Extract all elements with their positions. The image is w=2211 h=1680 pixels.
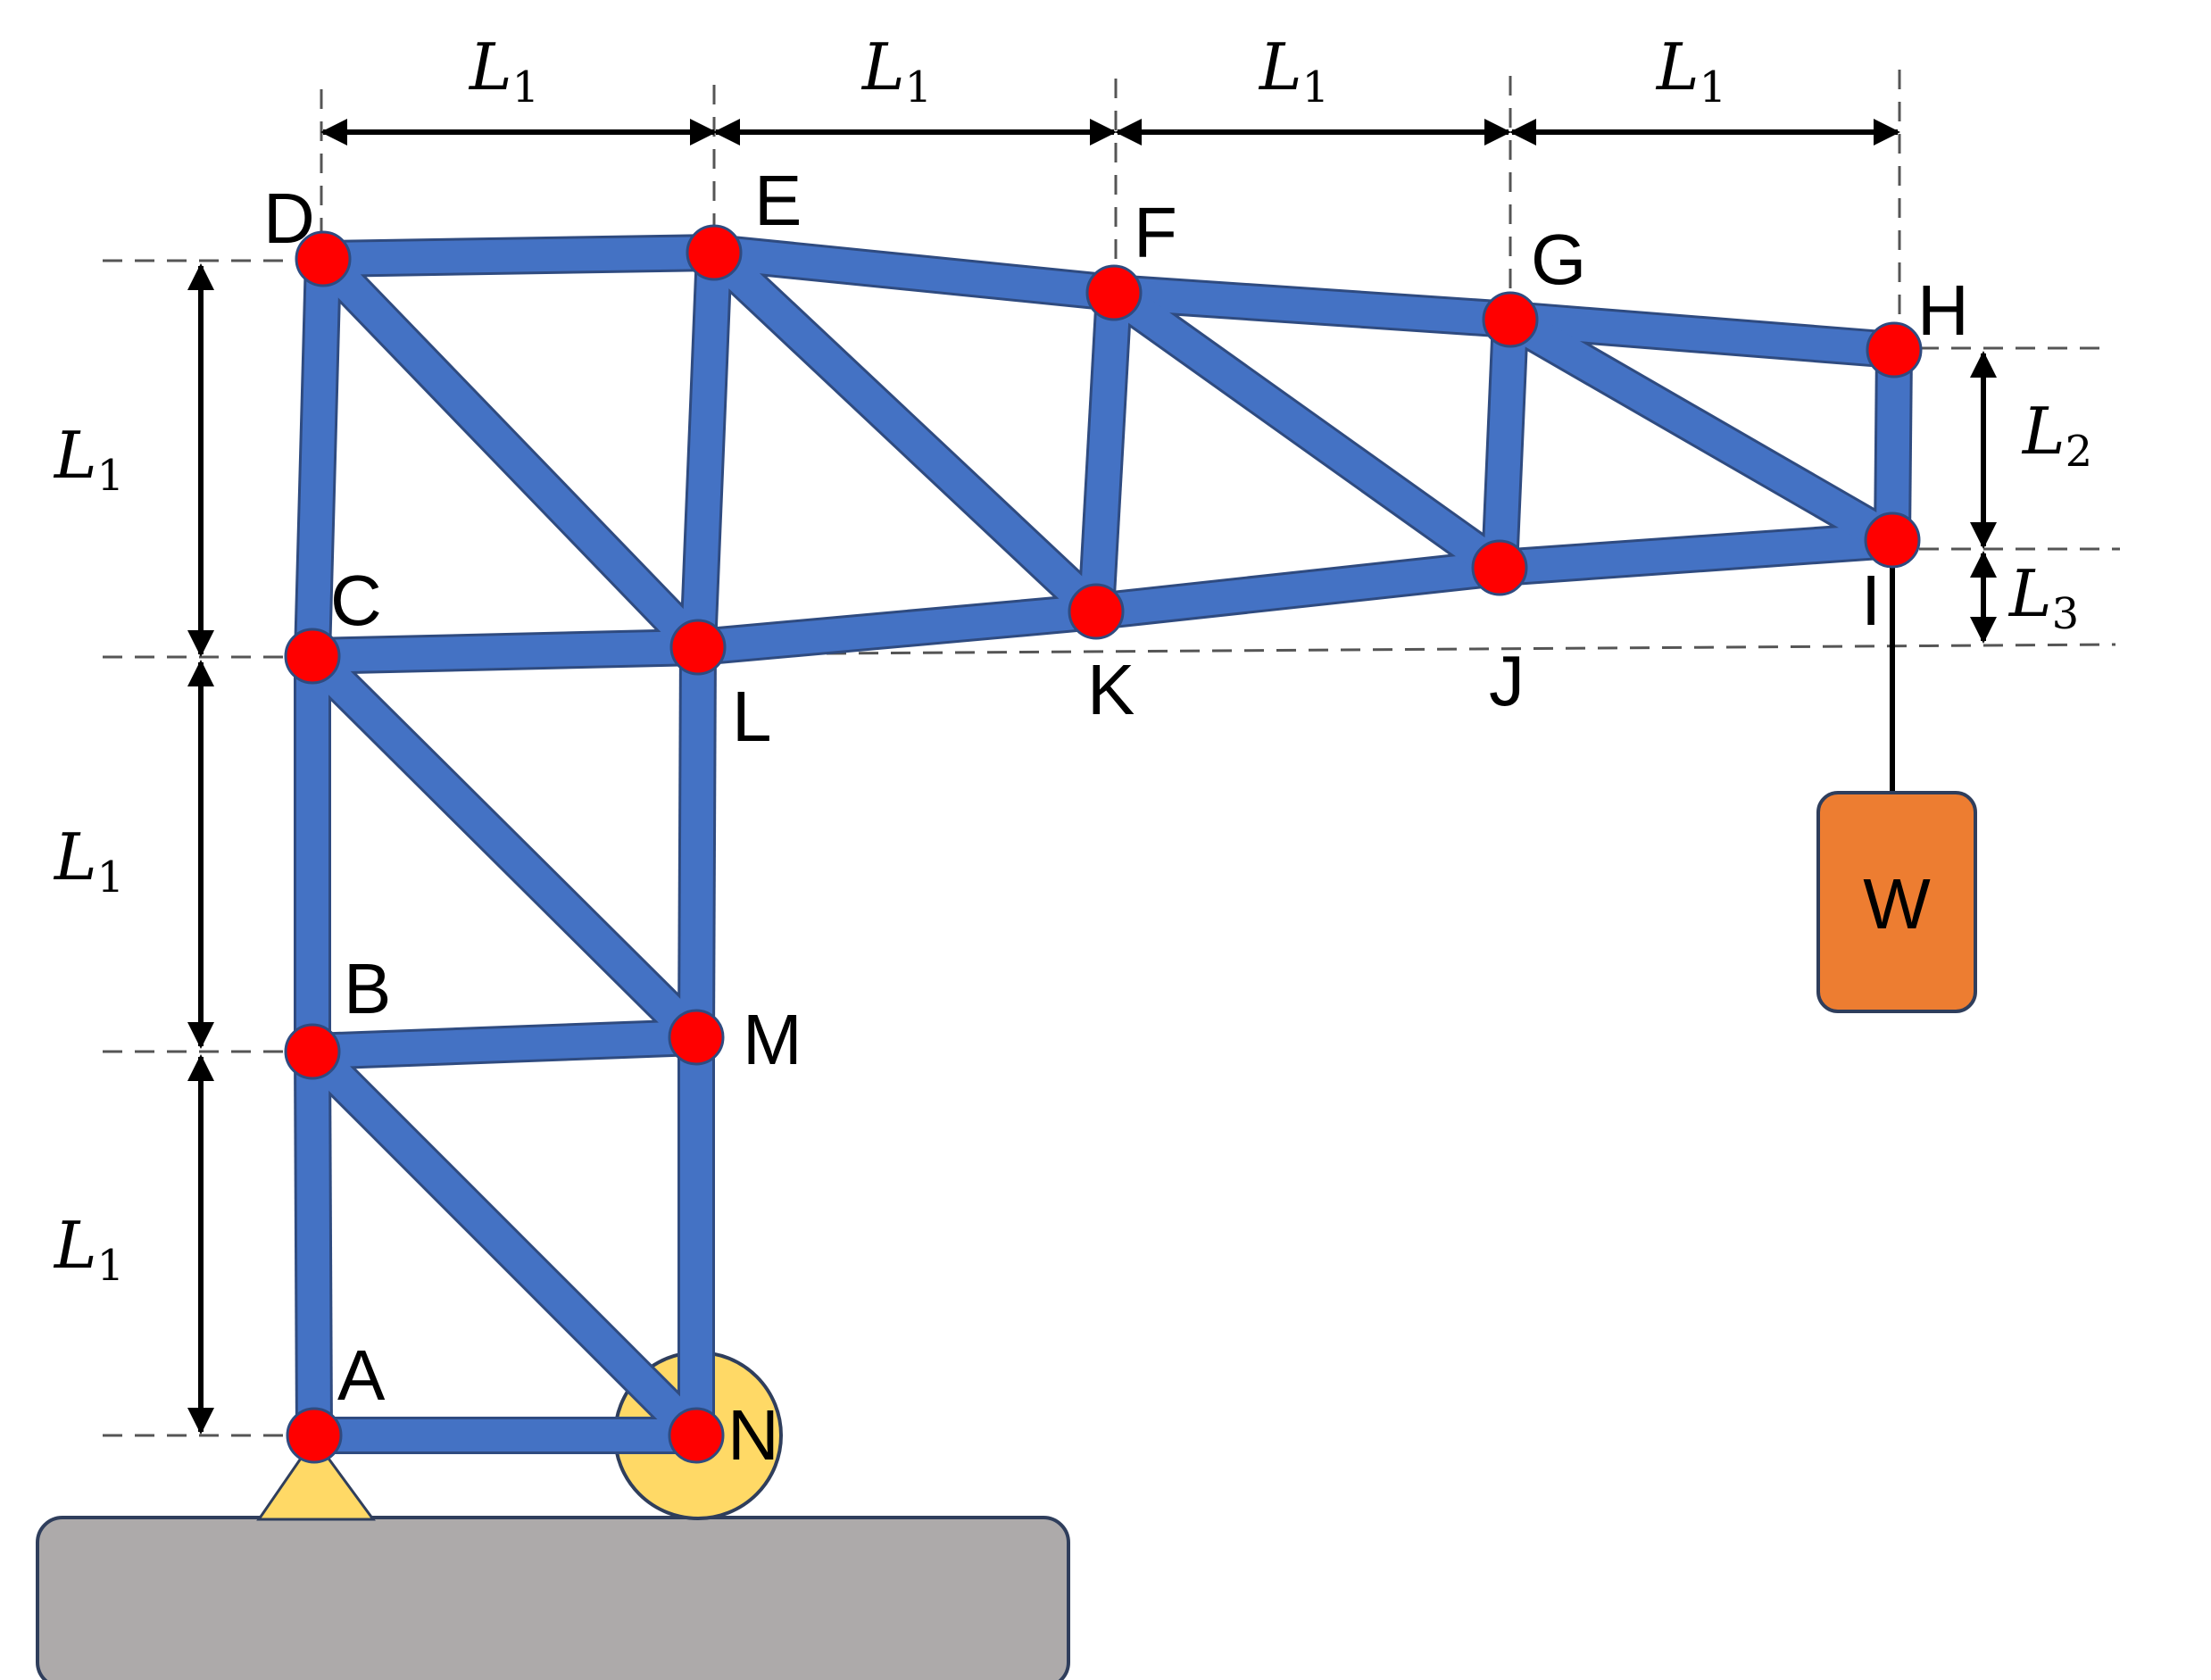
joint-I [1864,511,1921,569]
node-label-C: C [330,561,382,640]
member-LK [696,595,1098,663]
node-label-D: D [263,179,315,258]
member-CL [312,631,699,672]
member-EF [712,237,1116,309]
dimension-label-horizontal-2: L1 [1258,29,1329,112]
joint-H [1866,321,1923,378]
node-label-K: K [1087,650,1135,729]
load-box [1816,791,1977,1013]
member-BN [301,1040,708,1447]
node-label-J: J [1489,641,1525,720]
truss-joints [284,224,1923,1464]
node-label-I: I [1861,561,1881,640]
dimension-arrows [187,119,1997,1435]
node-label-L: L [732,677,772,756]
member-KJ [1094,552,1501,628]
joint-E [686,224,743,281]
member-CD [296,258,339,657]
load-label: W [1863,864,1931,944]
member-JI [1498,524,1894,584]
dimension-label-vertical-2: L1 [53,1208,124,1291]
member-CM [301,645,708,1049]
node-label-N: N [727,1395,779,1475]
pin-support [256,1436,376,1521]
dimension-label-horizontal-0: L1 [468,29,539,112]
member-BM [312,1021,697,1068]
node-labels: A B C D E F G H I J K L M N [263,161,1969,1475]
node-label-H: H [1917,270,1969,350]
truss-members [294,234,1913,1454]
node-label-M: M [743,1000,802,1079]
node-label-F: F [1134,193,1177,272]
joint-M [668,1009,725,1066]
joint-B [284,1023,341,1080]
joint-A [286,1407,343,1464]
dimension-labels: L1 L1 L1 L1 L1 L1 L1 L2 L3 [53,29,2092,1291]
dimension-label-right-0: L2 [2021,394,2092,477]
member-ML [680,646,714,1038]
dimension-label-horizontal-3: L1 [1655,29,1726,112]
member-DE [322,237,715,275]
node-label-E: E [754,161,802,240]
joint-K [1068,583,1125,640]
joint-C [284,628,341,685]
member-GJ [1484,319,1526,569]
member-FJ [1104,279,1509,581]
dimension-label-horizontal-1: L1 [860,29,932,112]
member-HI [1876,349,1910,541]
member-GH [1509,304,1896,366]
node-label-G: G [1531,220,1586,299]
dimension-label-vertical-1: L1 [53,819,124,902]
joint-F [1085,264,1143,321]
member-DL [312,247,710,659]
member-FG [1112,277,1512,336]
joint-D [295,230,352,287]
member-EK [702,240,1108,624]
ground-block [36,1516,1070,1680]
node-label-A: A [337,1335,386,1415]
joint-G [1482,291,1539,348]
reference-lines [103,70,2120,1437]
dimension-label-vertical-0: L1 [53,418,124,501]
dimension-label-right-1: L3 [2007,556,2079,639]
member-LE [682,252,730,648]
member-AB [296,1051,330,1436]
node-label-B: B [344,949,391,1028]
joint-N [668,1407,725,1464]
joint-J [1471,539,1528,596]
joint-L [669,619,727,676]
member-GI [1502,305,1900,554]
dash-line-11 [697,643,2116,656]
member-FK [1080,291,1130,613]
